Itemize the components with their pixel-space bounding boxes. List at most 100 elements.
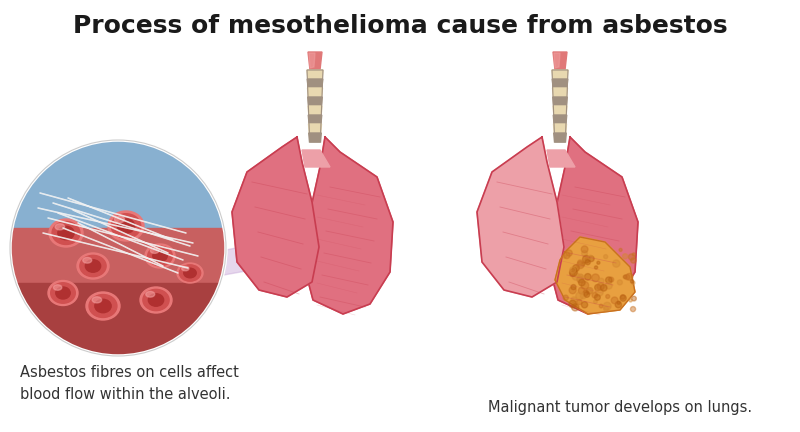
Circle shape (594, 300, 598, 304)
Circle shape (582, 255, 590, 263)
Circle shape (571, 297, 577, 303)
Circle shape (603, 302, 611, 310)
Ellipse shape (146, 292, 154, 297)
Circle shape (623, 275, 627, 279)
Polygon shape (554, 124, 566, 133)
Text: Asbestos fibres on cells affect
blood flow within the alveoli.: Asbestos fibres on cells affect blood fl… (20, 365, 239, 402)
Polygon shape (308, 106, 322, 115)
Polygon shape (303, 137, 393, 314)
Polygon shape (552, 79, 568, 88)
Polygon shape (309, 133, 322, 142)
Polygon shape (307, 79, 322, 88)
Circle shape (611, 297, 618, 304)
Ellipse shape (148, 294, 164, 306)
Polygon shape (553, 52, 567, 70)
Circle shape (585, 258, 589, 261)
Circle shape (625, 274, 630, 280)
Ellipse shape (82, 257, 92, 263)
Ellipse shape (92, 297, 102, 303)
Circle shape (631, 281, 635, 285)
Circle shape (10, 140, 226, 356)
Circle shape (563, 255, 566, 258)
Ellipse shape (179, 265, 201, 281)
Circle shape (578, 279, 585, 286)
Circle shape (572, 273, 580, 280)
Polygon shape (555, 237, 635, 314)
Ellipse shape (86, 292, 120, 320)
Ellipse shape (50, 283, 75, 303)
Polygon shape (10, 228, 226, 361)
Ellipse shape (108, 211, 144, 241)
Circle shape (564, 252, 570, 259)
Polygon shape (308, 115, 322, 124)
Circle shape (630, 258, 636, 263)
Circle shape (569, 287, 576, 294)
Circle shape (584, 292, 590, 297)
Circle shape (606, 277, 612, 283)
Circle shape (581, 282, 589, 289)
Text: Malignant tumor develops on lungs.: Malignant tumor develops on lungs. (488, 400, 752, 415)
Ellipse shape (55, 224, 65, 230)
Circle shape (622, 254, 628, 259)
Circle shape (619, 248, 622, 251)
Polygon shape (554, 53, 560, 68)
Ellipse shape (184, 268, 196, 278)
Ellipse shape (145, 244, 175, 268)
Circle shape (570, 271, 575, 276)
Ellipse shape (80, 255, 106, 276)
Polygon shape (232, 137, 319, 297)
Ellipse shape (118, 219, 134, 233)
Ellipse shape (153, 250, 167, 262)
Circle shape (573, 265, 579, 271)
Circle shape (592, 292, 598, 298)
Circle shape (578, 274, 583, 279)
Circle shape (597, 261, 600, 264)
Circle shape (585, 273, 591, 280)
Circle shape (578, 287, 585, 294)
Ellipse shape (140, 287, 172, 313)
Polygon shape (547, 150, 575, 167)
Polygon shape (10, 283, 226, 361)
Ellipse shape (182, 267, 189, 271)
Circle shape (604, 306, 608, 311)
Polygon shape (553, 88, 567, 97)
Circle shape (632, 253, 635, 256)
Circle shape (582, 251, 587, 256)
Circle shape (592, 274, 599, 282)
Polygon shape (477, 137, 564, 297)
Circle shape (588, 288, 593, 293)
Circle shape (572, 304, 578, 311)
Polygon shape (553, 97, 567, 106)
Circle shape (629, 299, 632, 302)
Circle shape (629, 254, 634, 260)
Circle shape (615, 302, 622, 308)
Ellipse shape (48, 280, 78, 305)
Circle shape (595, 289, 603, 296)
Circle shape (570, 269, 578, 276)
Circle shape (618, 280, 622, 285)
Circle shape (582, 302, 588, 308)
Circle shape (620, 295, 626, 301)
Circle shape (566, 250, 572, 256)
Circle shape (585, 260, 590, 265)
Polygon shape (182, 240, 280, 280)
Circle shape (609, 277, 614, 282)
Circle shape (578, 263, 582, 267)
Polygon shape (307, 70, 323, 79)
Circle shape (578, 274, 584, 281)
Polygon shape (552, 70, 568, 79)
Circle shape (576, 292, 583, 300)
Circle shape (601, 285, 607, 291)
Ellipse shape (143, 289, 169, 311)
Circle shape (594, 295, 600, 300)
Circle shape (613, 260, 620, 267)
Ellipse shape (148, 246, 172, 266)
Circle shape (578, 260, 582, 265)
Circle shape (632, 296, 636, 301)
Circle shape (563, 295, 568, 300)
Circle shape (577, 276, 583, 283)
Circle shape (589, 256, 594, 262)
Circle shape (586, 288, 593, 294)
Circle shape (626, 273, 633, 280)
Circle shape (571, 285, 576, 290)
